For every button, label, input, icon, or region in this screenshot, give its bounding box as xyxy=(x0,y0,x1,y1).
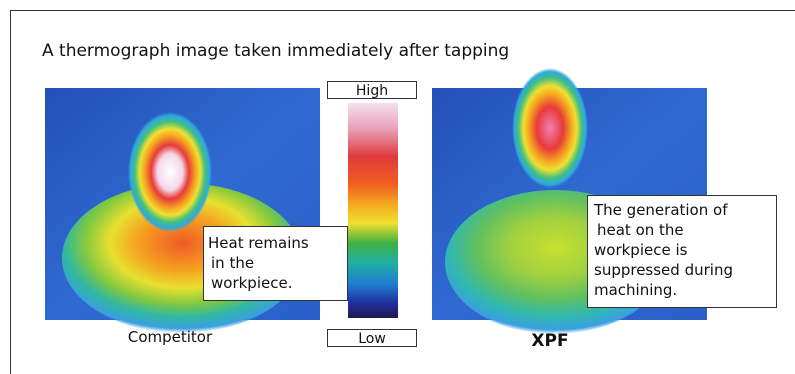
text-line: suppressed during xyxy=(594,261,733,279)
high-label: High xyxy=(356,83,388,99)
text-line: Heat remains xyxy=(208,234,309,252)
low-label: Low xyxy=(358,331,386,347)
text-line: workpiece. xyxy=(211,274,292,292)
text-line: machining. xyxy=(594,281,677,299)
figure: A thermograph image taken immediately af… xyxy=(0,0,795,374)
text-line: workpiece is xyxy=(594,241,688,259)
text-line: The generation of xyxy=(593,201,728,219)
caption: XPF xyxy=(531,331,568,351)
title: A thermograph image taken immediately af… xyxy=(42,41,509,61)
color-scale xyxy=(348,103,398,318)
caption: Competitor xyxy=(128,328,213,346)
text-line: in the xyxy=(211,254,254,272)
text-line: heat on the xyxy=(597,221,684,239)
